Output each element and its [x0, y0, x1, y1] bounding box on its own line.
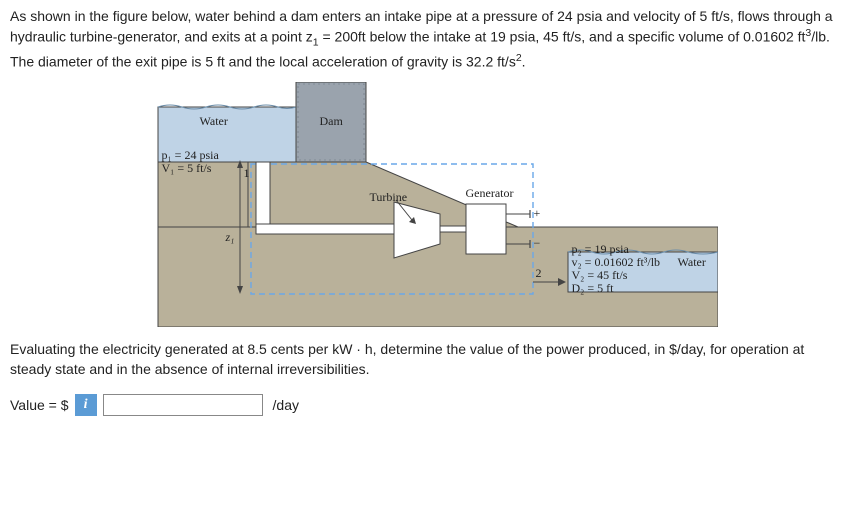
water-label: Water — [200, 114, 228, 128]
problem-line2-pre: hydraulic turbine-generator, and exits a… — [10, 29, 313, 45]
state2-label: 2 — [536, 266, 542, 280]
outlet-water-label: Water — [678, 255, 706, 269]
answer-unit: /day — [273, 397, 299, 413]
state1-label: 1 — [244, 166, 250, 180]
problem-line3-tail: . — [522, 54, 526, 70]
gen-plus: + — [534, 206, 541, 220]
info-icon[interactable]: i — [75, 394, 97, 416]
answer-label: Value = $ — [10, 397, 69, 413]
question-text: Evaluating the electricity generated at … — [10, 339, 845, 380]
z1-label: z₁ — [226, 230, 235, 244]
problem-statement: As shown in the figure below, water behi… — [10, 6, 845, 72]
problem-line2-tail: /lb. — [811, 29, 830, 45]
gen-minus: − — [534, 236, 541, 250]
problem-line2-post: = 200ft below the intake at 19 psia, 45 … — [319, 29, 806, 45]
problem-line1: As shown in the figure below, water behi… — [10, 8, 833, 24]
diagram: Water Dam p₁ = 24 psia V₁ = 5 ft/s z₁ Tu… — [138, 82, 718, 327]
turbine-label: Turbine — [370, 190, 408, 204]
problem-line3-pre: The diameter of the exit pipe is 5 ft an… — [10, 54, 516, 70]
generator-label: Generator — [466, 186, 514, 200]
outlet-d-label: D₂ = 5 ft — [572, 281, 614, 295]
inlet-v-label: V₁ = 5 ft/s — [162, 161, 212, 175]
answer-input[interactable] — [103, 394, 263, 416]
answer-row: Value = $ i /day — [10, 394, 845, 416]
dam-label: Dam — [320, 114, 343, 128]
